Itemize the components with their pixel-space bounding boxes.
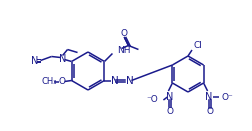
Text: N: N [166, 92, 173, 102]
Text: O: O [58, 77, 65, 86]
Text: O⁻: O⁻ [222, 92, 233, 102]
Text: N: N [125, 75, 133, 86]
Text: O: O [206, 108, 213, 116]
Text: N: N [111, 75, 118, 86]
Text: N: N [205, 92, 212, 102]
Text: O: O [121, 29, 128, 38]
Text: N: N [31, 56, 38, 66]
Text: ⁻O: ⁻O [147, 95, 159, 105]
Text: NH: NH [117, 46, 131, 55]
Text: Cl: Cl [194, 42, 203, 50]
Text: O: O [167, 108, 174, 116]
Text: CH₃: CH₃ [42, 77, 57, 86]
Text: N: N [59, 53, 66, 64]
